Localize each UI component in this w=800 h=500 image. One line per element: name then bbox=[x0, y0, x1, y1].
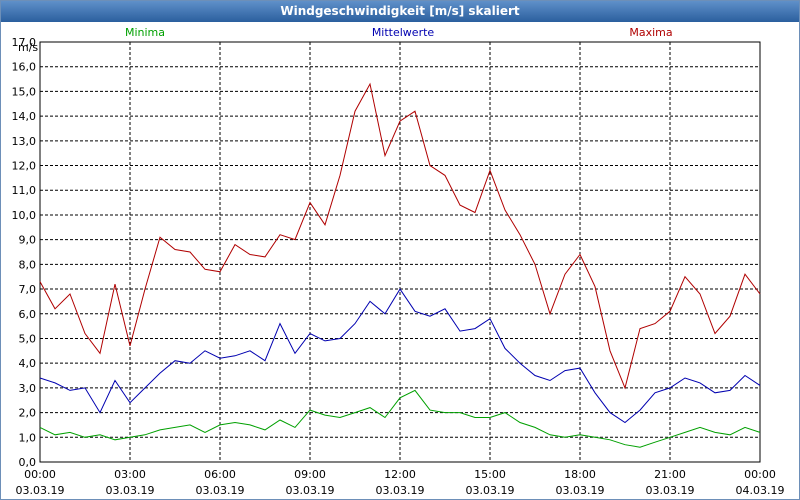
y-tick-label: 1,0 bbox=[19, 431, 37, 444]
x-tick-time: 09:00 bbox=[294, 468, 326, 481]
x-tick-time: 15:00 bbox=[474, 468, 506, 481]
x-tick-date: 03.03.19 bbox=[106, 484, 155, 497]
y-tick-label: 10,0 bbox=[12, 209, 37, 222]
y-axis-label: m/s bbox=[18, 41, 38, 54]
y-tick-label: 8,0 bbox=[19, 258, 37, 271]
y-tick-label: 14,0 bbox=[12, 110, 37, 123]
x-tick-date: 03.03.19 bbox=[376, 484, 425, 497]
x-tick-time: 18:00 bbox=[564, 468, 596, 481]
x-tick-date: 03.03.19 bbox=[286, 484, 335, 497]
legend-maxima: Maxima bbox=[629, 26, 672, 39]
x-tick-labels: 00:00 03.03.19 03:00 03.03.19 06:00 03.03.19 0… bbox=[16, 468, 785, 497]
plot-area bbox=[39, 41, 761, 463]
y-tick-label: 5,0 bbox=[19, 332, 37, 345]
x-tick-time: 21:00 bbox=[654, 468, 686, 481]
x-tick-date: 03.03.19 bbox=[466, 484, 515, 497]
y-tick-label: 0,0 bbox=[19, 456, 37, 469]
y-tick-labels: 0,0 1,0 2,0 3,0 4,0 5,0 6,0 7,0 8,0 9,0 10,0 11,0 12… bbox=[12, 36, 37, 469]
y-tick-label: 9,0 bbox=[19, 234, 37, 247]
y-tick-label: 7,0 bbox=[19, 283, 37, 296]
x-tick-date: 03.03.19 bbox=[646, 484, 695, 497]
x-tick-date: 04.03.19 bbox=[736, 484, 785, 497]
y-tick-label: 17,0 bbox=[12, 36, 37, 49]
x-tick-time: 12:00 bbox=[384, 468, 416, 481]
y-tick-label: 4,0 bbox=[19, 357, 37, 370]
series-line-maxima bbox=[39, 82, 761, 390]
x-tick-time: 06:00 bbox=[204, 468, 236, 481]
series-line-mittelwerte bbox=[39, 288, 761, 424]
legend-minima: Minima bbox=[125, 26, 165, 39]
x-tick-time: 00:00 bbox=[744, 468, 776, 481]
y-tick-label: 15,0 bbox=[12, 85, 37, 98]
y-tick-label: 2,0 bbox=[19, 407, 37, 420]
y-tick-label: 13,0 bbox=[12, 135, 37, 148]
x-tick-time: 03:00 bbox=[114, 468, 146, 481]
legend-mittelwerte: Mittelwerte bbox=[372, 26, 435, 39]
series-line-minima bbox=[39, 389, 761, 448]
series-lines bbox=[39, 82, 761, 448]
x-tick-date: 03.03.19 bbox=[556, 484, 605, 497]
y-tick-label: 12,0 bbox=[12, 160, 37, 173]
grid-lines bbox=[40, 42, 760, 462]
x-tick-date: 03.03.19 bbox=[196, 484, 245, 497]
y-tick-label: 16,0 bbox=[12, 61, 37, 74]
y-tick-label: 3,0 bbox=[19, 382, 37, 395]
x-tick-date: 03.03.19 bbox=[16, 484, 65, 497]
y-tick-label: 6,0 bbox=[19, 308, 37, 321]
y-tick-label: 11,0 bbox=[12, 184, 37, 197]
window-title: Windgeschwindigkeit [m/s] skaliert bbox=[1, 1, 799, 22]
x-tick-time: 00:00 bbox=[24, 468, 56, 481]
